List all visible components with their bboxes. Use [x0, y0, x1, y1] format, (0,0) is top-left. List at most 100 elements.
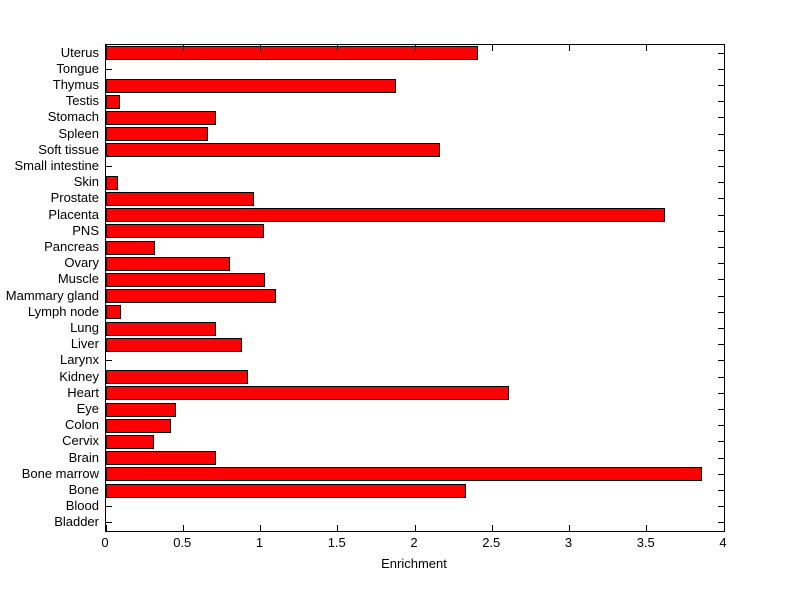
- y-tick-mark: [718, 182, 724, 184]
- y-tick-mark: [106, 360, 112, 362]
- y-tick-label: Soft tissue: [38, 141, 99, 157]
- x-tick-mark: [491, 45, 493, 51]
- y-tick-label: Bladder: [54, 514, 99, 530]
- y-tick-mark: [718, 247, 724, 248]
- y-tick-label: Spleen: [58, 125, 99, 141]
- bar: [106, 240, 156, 255]
- y-tick-label: Lymph node: [27, 303, 99, 319]
- y-tick-mark: [718, 490, 724, 491]
- bar: [106, 402, 176, 417]
- y-tick-mark: [718, 230, 724, 232]
- y-tick-mark: [718, 279, 724, 281]
- x-tick-mark: [723, 45, 725, 51]
- x-tick-mark: [723, 525, 725, 531]
- y-tick-mark: [106, 166, 112, 167]
- y-tick-label: Bone marrow: [21, 465, 99, 481]
- y-tick-mark: [718, 117, 724, 119]
- x-tick-mark: [414, 525, 416, 531]
- bar: [106, 110, 216, 125]
- x-tick-label: 0: [101, 535, 109, 550]
- x-tick-label: 3: [564, 535, 573, 550]
- x-tick-label: 4: [719, 535, 727, 550]
- bar: [106, 175, 119, 190]
- y-tick-label: Placenta: [48, 206, 99, 222]
- x-tick-mark: [260, 45, 261, 51]
- bar: [106, 321, 216, 336]
- y-tick-label: Prostate: [50, 190, 99, 206]
- y-tick-label: Mammary gland: [5, 287, 99, 303]
- y-tick-label: Tongue: [56, 60, 99, 76]
- y-tick-label: Pancreas: [44, 239, 99, 254]
- bar: [106, 451, 216, 466]
- y-tick-mark: [718, 311, 724, 313]
- x-tick-mark: [182, 525, 184, 531]
- y-tick-label: Uterus: [60, 44, 99, 60]
- y-tick-mark: [718, 149, 724, 151]
- y-tick-label: Kidney: [59, 368, 99, 384]
- y-tick-mark: [718, 198, 724, 200]
- y-tick-label: Skin: [73, 174, 99, 190]
- y-tick-label: Thymus: [52, 77, 99, 92]
- x-tick-mark: [569, 525, 570, 531]
- plot-area: [105, 44, 725, 532]
- y-tick-label: Liver: [70, 336, 99, 352]
- y-tick-mark: [718, 133, 724, 135]
- x-tick-mark: [260, 525, 261, 531]
- y-tick-label: Stomach: [47, 109, 99, 125]
- x-tick-mark: [569, 45, 570, 51]
- y-tick-mark: [718, 441, 724, 443]
- y-tick-label: Blood: [65, 498, 99, 514]
- bar: [106, 289, 276, 304]
- y-tick-mark: [718, 344, 724, 346]
- x-tick-label: 2.5: [482, 535, 501, 550]
- x-tick-mark: [646, 45, 648, 51]
- y-tick-mark: [718, 328, 724, 329]
- y-tick-mark: [718, 522, 724, 524]
- x-tick-label: 1.5: [327, 535, 346, 550]
- y-tick-mark: [718, 68, 724, 70]
- y-tick-label: Lung: [70, 320, 99, 335]
- y-tick-label: Cervix: [62, 433, 99, 449]
- bar: [106, 483, 466, 498]
- y-tick-label: Heart: [67, 384, 99, 400]
- y-tick-mark: [718, 295, 724, 297]
- y-tick-label: Ovary: [64, 255, 99, 271]
- x-tick-mark: [182, 45, 184, 51]
- y-tick-mark: [718, 376, 724, 378]
- y-tick-mark: [718, 52, 724, 54]
- y-tick-label: Eye: [76, 401, 99, 416]
- y-tick-mark: [106, 522, 112, 524]
- y-tick-label: Testis: [65, 93, 99, 109]
- y-tick-mark: [718, 392, 724, 394]
- bar: [106, 386, 510, 401]
- bar: [106, 434, 154, 449]
- bar: [106, 208, 666, 223]
- x-tick-mark: [105, 525, 107, 531]
- bar: [106, 337, 242, 352]
- y-tick-label: Small intestine: [14, 158, 99, 173]
- bar: [106, 46, 479, 61]
- bar: [106, 224, 264, 239]
- bar: [106, 418, 171, 433]
- bar: [106, 467, 703, 482]
- y-tick-label: Colon: [65, 417, 99, 433]
- bar: [106, 370, 249, 385]
- bar: [106, 256, 230, 271]
- x-tick-mark: [337, 45, 339, 51]
- x-tick-mark: [337, 525, 339, 531]
- bar: [106, 305, 122, 320]
- x-tick-label: 0.5: [173, 535, 192, 550]
- y-tick-mark: [718, 506, 724, 508]
- y-tick-label: Brain: [68, 449, 99, 465]
- y-tick-mark: [718, 214, 724, 216]
- y-tick-mark: [718, 473, 724, 475]
- x-tick-mark: [105, 45, 107, 51]
- x-tick-label: 2: [410, 535, 418, 550]
- x-axis-label: Enrichment: [381, 556, 447, 571]
- bar: [106, 78, 397, 93]
- y-tick-mark: [106, 68, 112, 70]
- bar: [106, 272, 266, 287]
- y-tick-mark: [718, 263, 724, 265]
- y-tick-mark: [718, 425, 724, 427]
